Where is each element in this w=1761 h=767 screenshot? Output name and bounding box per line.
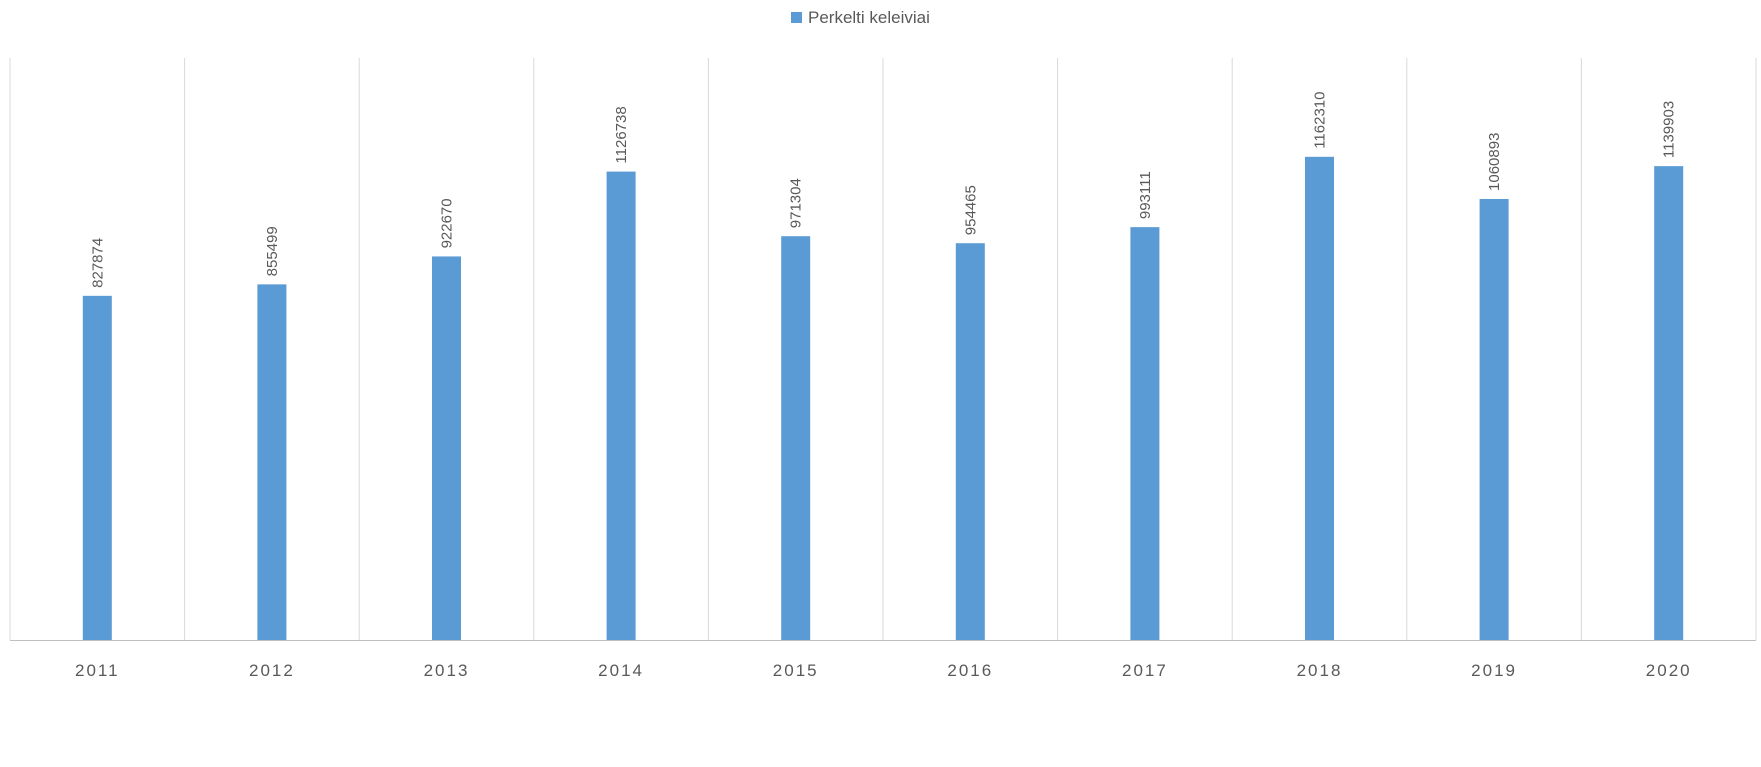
legend-swatch (791, 12, 802, 23)
x-tick-label: 2012 (249, 661, 295, 680)
data-label: 1060893 (1486, 133, 1503, 191)
data-label: 1139903 (1661, 101, 1678, 158)
bar (955, 243, 985, 640)
bar (606, 171, 636, 640)
category-gridlines (9, 58, 1757, 640)
x-tick-label: 2011 (75, 661, 120, 680)
x-tick-label: 2018 (1297, 661, 1343, 680)
x-tick-label: 2019 (1471, 661, 1517, 680)
bar (1479, 198, 1509, 640)
legend-label: Perkelti keleiviai (808, 8, 930, 27)
bar (1305, 156, 1334, 640)
bar (1130, 227, 1160, 640)
bar (257, 284, 287, 640)
x-tick-label: 2014 (598, 661, 644, 680)
data-labels: 827874 855499 922670 1126738 971304 954465 993… (89, 92, 1677, 288)
x-tick-label: 2015 (773, 661, 819, 680)
data-label: 1126738 (613, 106, 630, 163)
data-label: 922670 (439, 198, 456, 248)
bar (432, 256, 461, 640)
x-tick-label: 2020 (1646, 661, 1692, 680)
data-label: 993111 (1137, 171, 1154, 219)
bar-series (82, 156, 1684, 640)
legend: Perkelti keleiviai (791, 8, 930, 27)
data-label: 1162310 (1312, 92, 1329, 149)
x-tick-label: 2016 (947, 661, 993, 680)
data-label: 855499 (264, 226, 281, 276)
data-label: 827874 (89, 238, 106, 288)
x-tick-label: 2017 (1122, 661, 1168, 680)
x-tick-label: 2013 (424, 661, 470, 680)
bar (781, 236, 811, 640)
data-label: 954465 (962, 185, 979, 235)
bar (82, 295, 112, 640)
data-label: 971304 (788, 178, 805, 228)
bar (1654, 166, 1684, 640)
x-axis-tick-labels: 2011 2012 2013 2014 2015 2016 2017 2018 2019 2020 (75, 661, 1692, 680)
